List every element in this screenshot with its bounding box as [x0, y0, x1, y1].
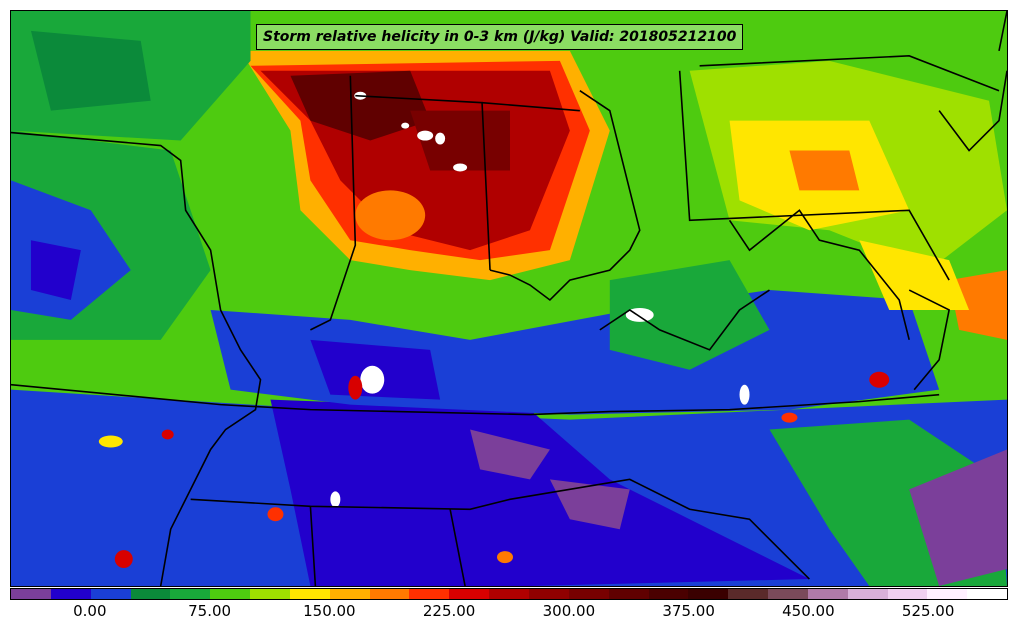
- colorbar-segment: [369, 589, 410, 599]
- colorbar-segment: [768, 589, 808, 599]
- colorbar-tick-label: 150.00: [303, 602, 356, 620]
- colorbar-tick-label: 300.00: [542, 602, 596, 620]
- negative-patch-2: [549, 479, 630, 530]
- map-panel: Storm relative helicity in 0-3 km (J/kg)…: [10, 10, 1008, 587]
- colorbar-segment: [250, 589, 290, 599]
- colorbar-ticks: 0.00 75.00 150.00 225.00 300.00 375.00 450.00 5…: [10, 602, 1008, 628]
- northeast-orange: [789, 150, 860, 191]
- colorbar-segment: [289, 589, 330, 599]
- colorbar-segment: [170, 589, 211, 599]
- max-cell-4: [453, 163, 468, 172]
- colorbar-segment: [449, 589, 490, 599]
- east-coast-orange: [949, 270, 1007, 340]
- south-low-core: [270, 399, 810, 586]
- colorbar-segment: [130, 589, 171, 599]
- colorbar-segment: [11, 589, 51, 599]
- max-cell-5: [401, 122, 410, 129]
- negative-patch-1: [470, 429, 550, 480]
- colorbar-segment: [648, 589, 689, 599]
- colorbar-segment: [807, 589, 848, 599]
- max-cell-3: [435, 132, 446, 145]
- colorbar-segment: [329, 589, 370, 599]
- colorbar-segment: [847, 589, 888, 599]
- colorbar-segment: [210, 589, 251, 599]
- colorbar-segment: [728, 589, 769, 599]
- colorbar-segment: [967, 589, 1008, 599]
- colorbar-segment: [927, 589, 968, 599]
- northwest-dark: [30, 30, 151, 111]
- colorbar-segment: [90, 589, 131, 599]
- colorbar-tick-label: 450.00: [782, 602, 835, 620]
- east-yellow: [859, 240, 970, 310]
- helicity-map: [11, 11, 1007, 586]
- map-title: Storm relative helicity in 0-3 km (J/kg)…: [256, 24, 744, 50]
- colorbar-tick-label: 0.00: [73, 602, 107, 620]
- colorbar-segment: [688, 589, 729, 599]
- colorbar-segment: [608, 589, 649, 599]
- helicity-max-core-1: [290, 70, 431, 141]
- colorbar-segment: [489, 589, 529, 599]
- east-negative-area: [909, 449, 1007, 586]
- colorbar-segment: [50, 589, 91, 599]
- embedded-orange-cell: [355, 190, 426, 241]
- colorbar-tick-label: 225.00: [422, 602, 476, 620]
- colorbar-tick-label: 375.00: [662, 602, 715, 620]
- west-low-core: [30, 240, 81, 300]
- colorbar-segment: [409, 589, 450, 599]
- max-cell-2: [417, 130, 434, 141]
- colorbar: [10, 588, 1008, 600]
- state-boundaries: [11, 11, 1007, 586]
- colorbar-tick-label: 75.00: [188, 602, 232, 620]
- colorbar-segment: [528, 589, 569, 599]
- colorbar-segment: [568, 589, 609, 599]
- colorbar-tick-label: 525.00: [901, 602, 955, 620]
- colorbar-segment: [887, 589, 928, 599]
- middle-green-patch: [609, 260, 770, 370]
